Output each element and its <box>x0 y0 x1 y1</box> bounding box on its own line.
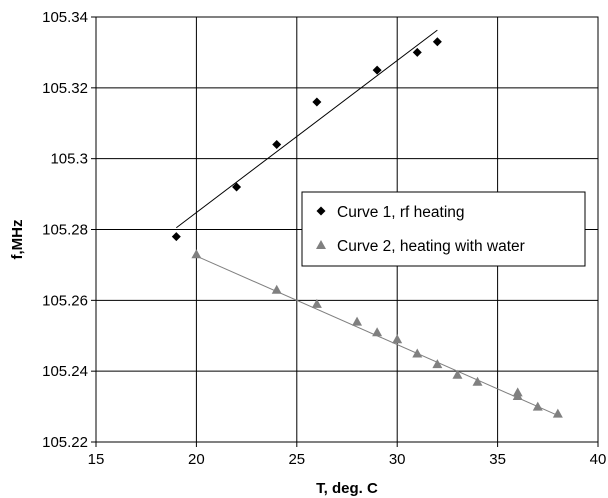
legend-label-curve-1: Curve 1, rf heating <box>337 204 465 221</box>
y-tick-label: 105.26 <box>42 292 88 309</box>
data-points <box>171 37 563 418</box>
point-curve-2 <box>552 408 563 418</box>
point-curve-1 <box>171 232 181 242</box>
point-curve-1 <box>232 182 242 192</box>
point-curve-2 <box>372 327 383 337</box>
point-curve-2 <box>472 376 483 386</box>
x-tick-label: 30 <box>389 451 406 468</box>
y-tick-label: 105.24 <box>42 363 88 380</box>
point-curve-2 <box>392 334 403 344</box>
point-curve-2 <box>311 298 322 308</box>
y-tick-label: 105.34 <box>42 9 88 26</box>
legend: Curve 1, rf heating Curve 2, heating wit… <box>301 191 586 267</box>
point-curve-1 <box>412 47 422 57</box>
point-curve-2 <box>352 316 363 326</box>
x-axis-title: T, deg. C <box>316 480 378 497</box>
point-curve-2 <box>432 359 443 369</box>
x-tick-label: 35 <box>489 451 506 468</box>
y-tick-label: 105.3 <box>50 151 88 168</box>
legend-marker <box>316 240 326 249</box>
y-tick-label: 105.28 <box>42 222 88 239</box>
point-curve-2 <box>452 369 463 379</box>
legend-marker <box>316 206 326 216</box>
point-curve-2 <box>191 249 202 259</box>
point-curve-1 <box>272 140 282 149</box>
x-tick-label: 20 <box>188 451 205 468</box>
point-curve-1 <box>432 37 442 47</box>
legend-label-curve-2: Curve 2, heating with water <box>337 238 525 255</box>
x-tick-labels: 15 20 25 30 35 40 <box>88 451 607 468</box>
legend-marker-curve-2 <box>316 240 326 249</box>
point-curve-1 <box>312 97 322 107</box>
trendline-curve-1 <box>176 29 438 229</box>
point-curve-1 <box>372 65 382 75</box>
point-curve-2 <box>271 284 282 294</box>
y-axis-title: f,MHz <box>9 220 26 260</box>
axis-ticks <box>91 16 599 447</box>
legend-box <box>301 191 586 267</box>
point-curve-2 <box>532 401 543 411</box>
y-tick-label: 105.22 <box>42 434 88 451</box>
y-tick-labels: 105.22 105.24 105.26 105.28 105.3 105.32 105.3… <box>42 9 88 451</box>
x-tick-label: 25 <box>288 451 305 468</box>
x-tick-label: 40 <box>590 451 607 468</box>
x-tick-label: 15 <box>88 451 105 468</box>
point-curve-2 <box>512 390 523 400</box>
legend-marker-curve-1 <box>316 206 326 216</box>
y-tick-label: 105.32 <box>42 80 88 97</box>
point-curve-2 <box>412 348 423 358</box>
